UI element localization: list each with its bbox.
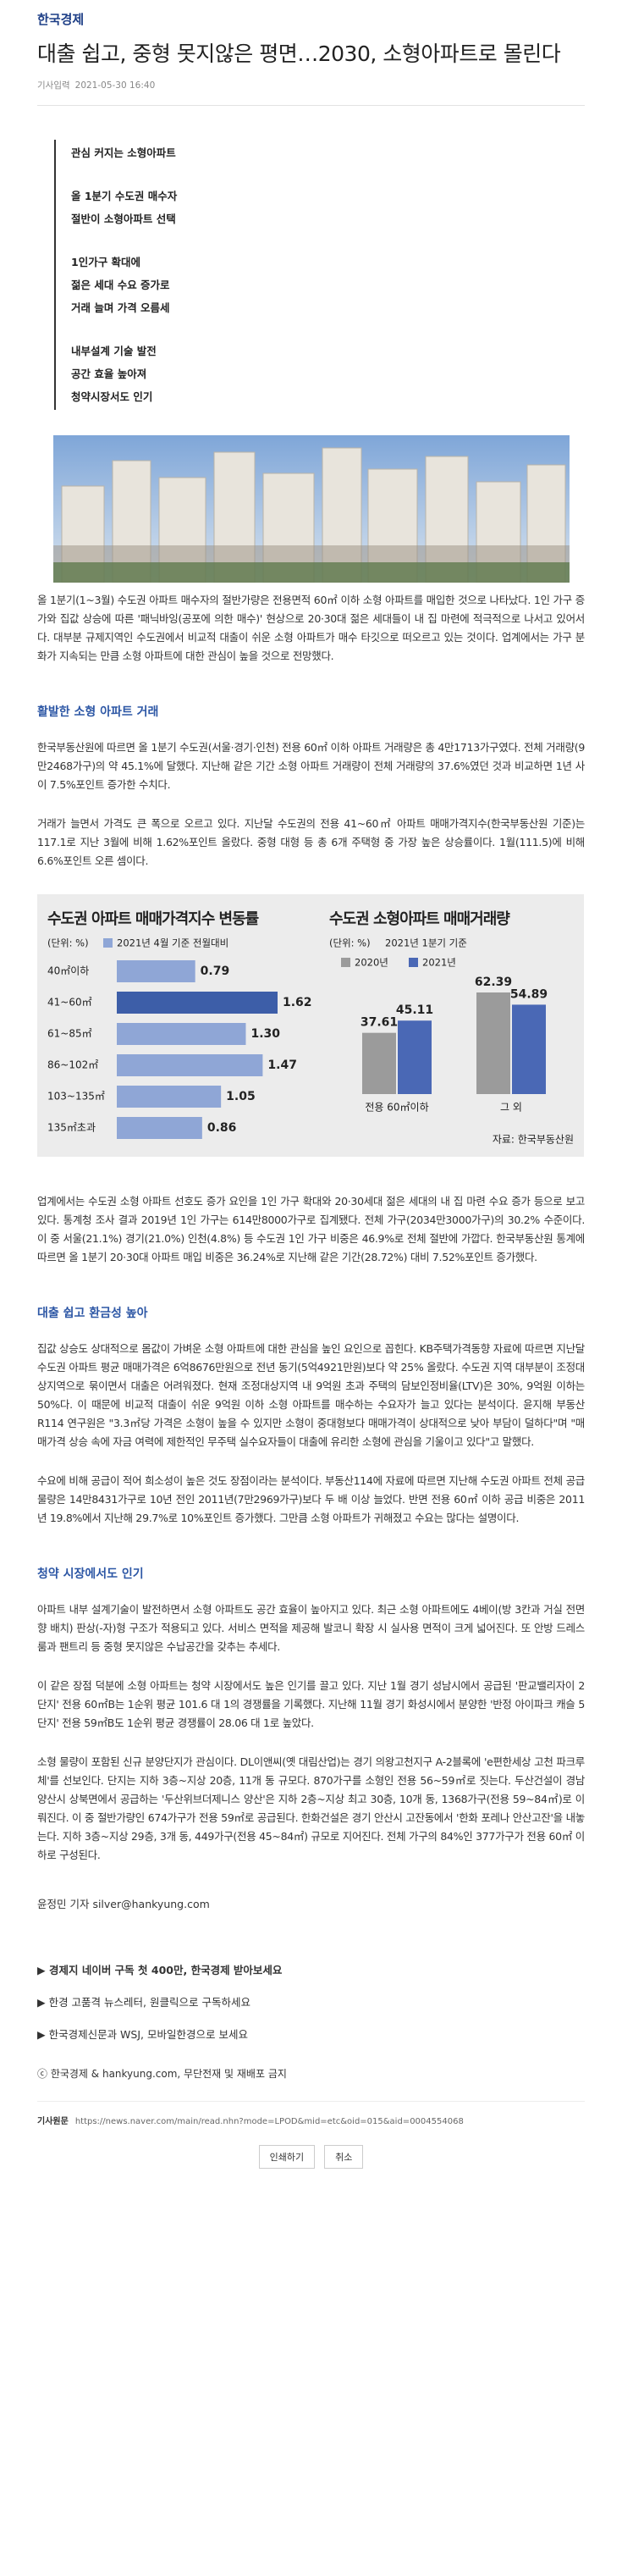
paragraph: 소형 물량이 포함된 신규 분양단지가 관심이다. DL이앤씨(옛 대림산업)는… bbox=[37, 1755, 585, 1861]
url[interactable]: https://news.naver.com/main/read.nhn?mod… bbox=[74, 2117, 464, 2126]
chart-title: 수도권 소형아파트 매매거래량 bbox=[329, 910, 510, 928]
paragraph: 아파트 내부 설계기술이 발전하면서 소형 아파트도 공간 효율이 높아지고 있… bbox=[37, 1603, 585, 1653]
bar bbox=[117, 960, 195, 982]
summary-line: 1인가구 확대에 bbox=[71, 256, 141, 268]
date: 2021-05-30 16:40 bbox=[74, 80, 156, 91]
brand[interactable]: 한국경제 bbox=[37, 12, 85, 27]
legend-swatch bbox=[409, 958, 418, 967]
chart-source: 자료: 한국부동산원 bbox=[493, 1134, 574, 1146]
category-label: 전용 60㎡이하 bbox=[365, 1102, 428, 1114]
category-label: 41~60㎡ bbox=[47, 997, 92, 1009]
summary-group: 관심 커지는 소형아파트 bbox=[71, 141, 585, 164]
section-heading: 대출 쉽고 환금성 높아 bbox=[37, 1307, 148, 1320]
chart-figure: 수도권 아파트 매매가격지수 변동률 (단위: %) 2021년 4월 기준 전월대… bbox=[37, 894, 584, 1157]
promo-links: ▶ 경제지 네이버 구독 첫 400만, 한국경제 받아보세요 ▶ 한경 고품격… bbox=[37, 1962, 585, 2043]
summary-line: 올 1분기 수도권 매수자 bbox=[71, 190, 178, 202]
bar bbox=[117, 1086, 222, 1108]
paragraph: 이 같은 장점 덕분에 소형 아파트는 청약 시장에서도 높은 인기를 끌고 있… bbox=[37, 1679, 585, 1729]
article-title: 대출 쉽고, 중형 못지않은 평면…2030, 소형아파트로 몰린다 bbox=[37, 41, 561, 66]
article: 한국경제 대출 쉽고, 중형 못지않은 평면…2030, 소형아파트로 몰린다 … bbox=[37, 12, 585, 2169]
promo-link[interactable]: ▶ 경제지 네이버 구독 첫 400만, 한국경제 받아보세요 bbox=[37, 1964, 283, 1976]
buttons: 인쇄하기 취소 bbox=[37, 2145, 585, 2169]
summary-line: 관심 커지는 소형아파트 bbox=[71, 146, 176, 159]
bar bbox=[117, 992, 278, 1014]
category-label: 그 외 bbox=[500, 1102, 522, 1114]
summary-line: 절반이 소형아파트 선택 bbox=[71, 213, 176, 225]
copyright: ⓒ 한국경제 & hankyung.com, 무단전재 및 재배포 금지 bbox=[37, 2068, 287, 2080]
legend-swatch bbox=[103, 938, 113, 948]
url-label: 기사원문 bbox=[37, 2117, 69, 2126]
legend-label: 2021년 4월 기준 전월대비 bbox=[117, 937, 228, 949]
category-label: 103~135㎡ bbox=[47, 1091, 105, 1103]
summary-line: 젊은 세대 수요 증가로 bbox=[71, 279, 170, 291]
value-label: 37.61 bbox=[361, 1016, 398, 1030]
url-line: 기사원문 https://news.naver.com/main/read.nhn… bbox=[37, 2101, 585, 2126]
date-line: 기사입력 2021-05-30 16:40 bbox=[37, 79, 585, 91]
value-label: 45.11 bbox=[396, 1003, 433, 1017]
summary-line: 내부설계 기술 발전 bbox=[71, 345, 157, 357]
section-heading: 활발한 소형 아파트 거래 bbox=[37, 705, 159, 719]
category-label: 135㎡초과 bbox=[47, 1122, 96, 1134]
chart-note: 2021년 1분기 기준 bbox=[385, 937, 467, 949]
divider bbox=[37, 105, 585, 106]
paragraph: 올 1분기(1~3월) 수도권 아파트 매수자의 절반가량은 전용면적 60㎡ … bbox=[37, 594, 585, 662]
category-label: 86~102㎡ bbox=[47, 1059, 98, 1071]
summary-line: 거래 늘며 가격 오름세 bbox=[71, 301, 170, 314]
bar bbox=[512, 1004, 546, 1094]
chart-title: 수도권 아파트 매매가격지수 변동률 bbox=[47, 910, 259, 928]
chart-subtitle: (단위: %) bbox=[47, 937, 89, 949]
category-label: 61~85㎡ bbox=[47, 1028, 92, 1040]
summary-line: 청약시장서도 인기 bbox=[71, 390, 153, 403]
promo-link[interactable]: ▶ 한국경제신문과 WSJ, 모바일한경으로 보세요 bbox=[37, 2028, 248, 2041]
legend-swatch bbox=[341, 958, 350, 967]
value-label: 1.30 bbox=[250, 1027, 280, 1041]
summary-line: 공간 효율 높아져 bbox=[71, 368, 147, 380]
value-label: 62.39 bbox=[475, 976, 512, 989]
value-label: 1.05 bbox=[226, 1090, 256, 1103]
value-label: 54.89 bbox=[510, 987, 548, 1001]
bar bbox=[362, 1032, 396, 1094]
cancel-button[interactable]: 취소 bbox=[324, 2145, 364, 2169]
date-label: 기사입력 bbox=[37, 80, 70, 91]
bar bbox=[117, 1054, 263, 1076]
legend-label: 2021년 bbox=[422, 957, 456, 969]
bar bbox=[476, 992, 510, 1094]
value-label: 0.79 bbox=[201, 965, 230, 978]
promo-link[interactable]: ▶ 한경 고품격 뉴스레터, 원클릭으로 구독하세요 bbox=[37, 1996, 250, 2009]
photo bbox=[52, 435, 570, 583]
legend-label: 2020년 bbox=[355, 957, 388, 969]
section-heading: 청약 시장에서도 인기 bbox=[37, 1567, 144, 1581]
value-label: 1.47 bbox=[267, 1059, 297, 1072]
print-button[interactable]: 인쇄하기 bbox=[258, 2145, 316, 2169]
bar bbox=[117, 1117, 202, 1139]
paragraph: 업계에서는 수도권 소형 아파트 선호도 증가 요인을 1인 가구 확대와 20… bbox=[37, 1195, 585, 1263]
paragraph: 집값 상승도 상대적으로 몸값이 가벼운 소형 아파트에 대한 관심을 높인 요… bbox=[37, 1342, 585, 1448]
value-label: 0.86 bbox=[207, 1121, 237, 1135]
bar bbox=[117, 1023, 246, 1045]
paragraph: 한국부동산원에 따르면 올 1분기 수도권(서울·경기·인천) 전용 60㎡ 이… bbox=[37, 741, 585, 791]
chart-subtitle: (단위: %) bbox=[329, 937, 371, 949]
paragraph: 수요에 비해 공급이 적어 희소성이 높은 것도 장점이라는 분석이다. 부동산… bbox=[37, 1474, 585, 1524]
category-label: 40㎡이하 bbox=[47, 965, 89, 977]
value-label: 1.62 bbox=[283, 996, 312, 1009]
bar bbox=[398, 1020, 432, 1094]
paragraph: 거래가 늘면서 가격도 큰 폭으로 오르고 있다. 지난달 수도권의 전용 41… bbox=[37, 817, 585, 867]
reporter: 윤정민 기자 silver@hankyung.com bbox=[37, 1898, 210, 1910]
